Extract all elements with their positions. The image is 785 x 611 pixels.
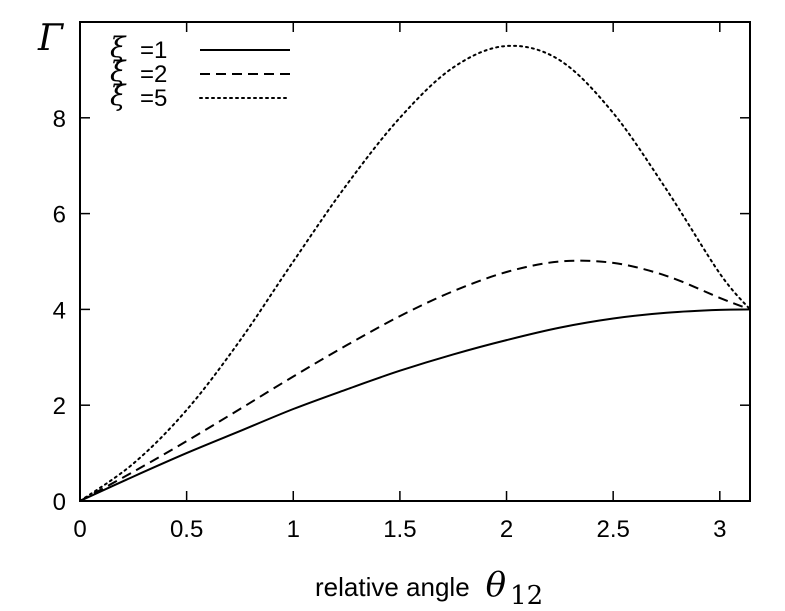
- y-tick-label: 4: [53, 297, 66, 324]
- x-tick-label: 3: [713, 516, 726, 543]
- x-tick-label: 0: [73, 516, 86, 543]
- y-tick-label: 0: [53, 489, 66, 516]
- series-lines: [79, 44, 751, 502]
- legend-label: =2: [140, 61, 167, 88]
- x-tick-label: 2.5: [596, 516, 629, 543]
- legend-symbol: ξ: [110, 31, 127, 64]
- x-axis-title-text: relative angle: [315, 572, 470, 602]
- legend-symbol: ξ: [110, 79, 127, 112]
- x-axis-title-symbol: θ: [486, 565, 506, 605]
- y-axis-title: Γ: [37, 18, 65, 59]
- y-tick-label: 2: [53, 393, 66, 420]
- x-tick-label: 2: [500, 516, 513, 543]
- series-line-xi-5: [79, 44, 751, 502]
- legend-symbol: ξ: [110, 55, 127, 88]
- x-axis-title-subscript: 12: [510, 581, 543, 611]
- plot-frame: [79, 21, 751, 502]
- series-line-xi-2: [79, 259, 751, 502]
- x-tick-label: 0.5: [170, 516, 203, 543]
- y-tick-label: 6: [53, 202, 66, 229]
- axis-ticks: [79, 22, 750, 502]
- y-tick-label: 8: [53, 106, 66, 133]
- x-tick-label: 1: [287, 516, 300, 543]
- series-line-xi-1: [79, 308, 751, 502]
- x-tick-label: 1.5: [383, 516, 416, 543]
- axis-tick-labels: 0 0.5 1 1.5 2 2.5 3 0 2 4 6 8: [53, 106, 727, 543]
- legend-label: =1: [140, 37, 167, 64]
- legend-label: =5: [140, 85, 167, 112]
- legend: ξ =1 ξ =2 ξ =5: [110, 31, 291, 112]
- x-axis-title: relative angle θ 12: [315, 565, 543, 611]
